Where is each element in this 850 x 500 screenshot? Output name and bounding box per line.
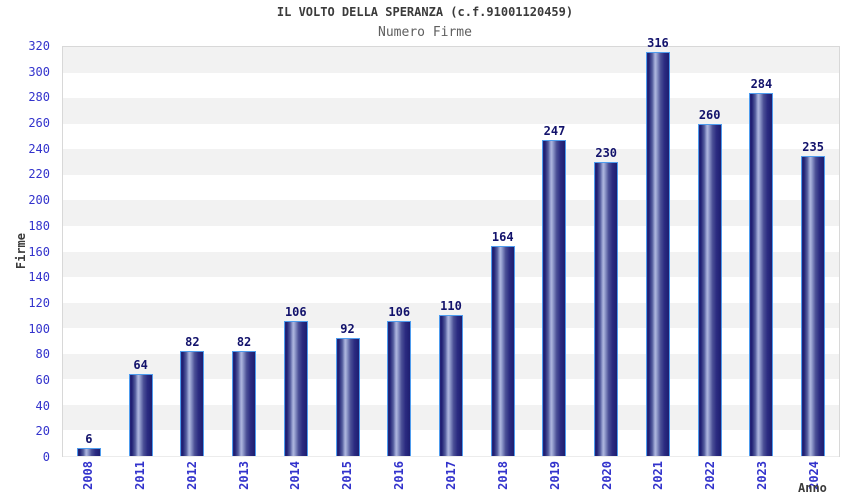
bar-2015: 92 — [335, 322, 360, 456]
y-tick-label: 180 — [28, 218, 50, 233]
x-tick-2018: 2018 — [477, 461, 529, 500]
x-tick-label: 2019 — [547, 461, 562, 490]
x-tick-label: 2016 — [392, 461, 407, 490]
y-tick-label: 320 — [28, 39, 50, 53]
bar-value-label: 82 — [236, 335, 252, 350]
grid-band — [63, 72, 839, 100]
x-tick-label: 2012 — [184, 461, 199, 490]
x-axis-title: Anno — [798, 481, 827, 495]
bar-slot: 82 — [218, 47, 270, 456]
bar-value-label: 164 — [491, 230, 514, 245]
bar-value-label: 110 — [440, 299, 462, 314]
plot-area: 6 64 82 82 106 92 106 110 164 247 230 316 260 284 235 — [62, 36, 840, 457]
bar-value-label: 284 — [750, 77, 773, 92]
bar-2008: 6 — [76, 432, 101, 456]
x-tick-2017: 2017 — [425, 461, 477, 500]
bar-slot: 106 — [270, 47, 322, 456]
y-tick-label: 160 — [28, 244, 50, 259]
x-tick-label: 2011 — [132, 461, 147, 490]
x-tick-label: 2013 — [236, 461, 251, 490]
y-tick-label: 200 — [28, 193, 50, 208]
x-tick-2021: 2021 — [632, 461, 684, 500]
bar-2014: 106 — [283, 305, 308, 456]
y-tick-label: 100 — [28, 321, 50, 336]
bar-slot: 164 — [477, 47, 529, 456]
chart-subtitle: Numero Firme — [378, 25, 472, 40]
x-tick-label: 2014 — [288, 461, 303, 490]
x-tick-label: 2018 — [495, 461, 510, 490]
bar-slot: 247 — [529, 47, 581, 456]
y-tick-label: 120 — [28, 295, 50, 310]
bar-slot: 235 — [787, 47, 839, 456]
x-tick-2011: 2011 — [114, 461, 166, 500]
x-tick-label: 2023 — [755, 461, 770, 490]
x-tick-2008: 2008 — [62, 461, 114, 500]
x-tick-2016: 2016 — [373, 461, 425, 500]
bar-slot: 110 — [425, 47, 477, 456]
bar-slot: 106 — [373, 47, 425, 456]
y-tick-label: 300 — [28, 64, 50, 79]
x-tick-2023: 2023 — [736, 461, 788, 500]
bar-2017: 110 — [439, 299, 463, 456]
bar-2023: 284 — [749, 77, 774, 456]
bar-2012: 82 — [180, 335, 205, 456]
bar-series: 6 64 82 82 106 92 106 110 164 247 230 316 260 284 235 — [63, 36, 839, 456]
x-tick-label: 2021 — [651, 461, 666, 490]
y-tick-label: 280 — [28, 90, 50, 105]
bar-value-label: 316 — [647, 36, 669, 51]
x-tick-2014: 2014 — [269, 461, 321, 500]
bar-slot: 64 — [115, 47, 167, 456]
bar-slot: 6 — [63, 47, 115, 456]
bar-slot: 316 — [632, 36, 684, 456]
bar-2022: 260 — [697, 108, 722, 456]
y-tick-label: 80 — [35, 347, 50, 362]
x-tick-2019: 2019 — [529, 461, 581, 500]
bar-slot: 284 — [736, 47, 788, 456]
bar-2024: 235 — [801, 140, 826, 456]
bar-value-label: 92 — [340, 322, 355, 337]
y-tick-label: 240 — [28, 141, 50, 156]
x-tick-2012: 2012 — [166, 461, 218, 500]
x-axis: 2008 2011 2012 2013 2014 2015 2016 2017 2018 2019… — [62, 461, 840, 500]
y-tick-label: 20 — [35, 424, 50, 439]
x-tick-label: 2017 — [443, 461, 458, 490]
x-tick-2013: 2013 — [218, 461, 270, 500]
x-tick-2015: 2015 — [321, 461, 373, 500]
bar-value-label: 106 — [284, 304, 307, 319]
y-tick-label: 260 — [28, 116, 50, 131]
x-tick-label: 2008 — [80, 461, 95, 490]
x-tick-label: 2015 — [340, 461, 355, 490]
bar-value-label: 6 — [85, 432, 93, 447]
bar-value-label: 230 — [595, 146, 618, 161]
x-tick-2022: 2022 — [684, 461, 736, 500]
bar-2013: 82 — [232, 335, 257, 456]
chart-title: IL VOLTO DELLA SPERANZA (c.f.91001120459… — [276, 5, 574, 19]
bar-2011: 64 — [128, 358, 153, 456]
bar-slot: 92 — [322, 47, 374, 456]
bar-2016: 106 — [387, 305, 412, 456]
bar-value-label: 260 — [698, 107, 721, 122]
bar-value-label: 82 — [185, 335, 200, 350]
bar-value-label: 64 — [133, 358, 148, 373]
bar-value-label: 247 — [543, 124, 566, 139]
bar-slot: 230 — [580, 47, 632, 456]
bar-value-label: 235 — [802, 139, 824, 154]
y-tick-label: 0 — [42, 450, 50, 464]
bar-2021: 316 — [645, 36, 670, 456]
bar-slot: 82 — [166, 47, 218, 456]
x-tick-label: 2022 — [703, 461, 718, 490]
y-tick-label: 140 — [28, 270, 50, 285]
y-axis: 0 20 40 60 80 100 120 140 160 180 200 220 240 260 280 3… — [0, 39, 50, 464]
y-tick-label: 40 — [35, 398, 50, 413]
bar-2019: 247 — [542, 124, 567, 456]
x-tick-2020: 2020 — [581, 461, 633, 500]
y-tick-label: 60 — [35, 372, 50, 387]
bar-2020: 230 — [594, 146, 619, 456]
bar-2018: 164 — [490, 230, 515, 456]
bar-value-label: 106 — [388, 304, 411, 319]
y-tick-label: 220 — [28, 167, 50, 182]
bar-slot: 260 — [684, 47, 736, 456]
x-tick-label: 2020 — [599, 461, 614, 490]
